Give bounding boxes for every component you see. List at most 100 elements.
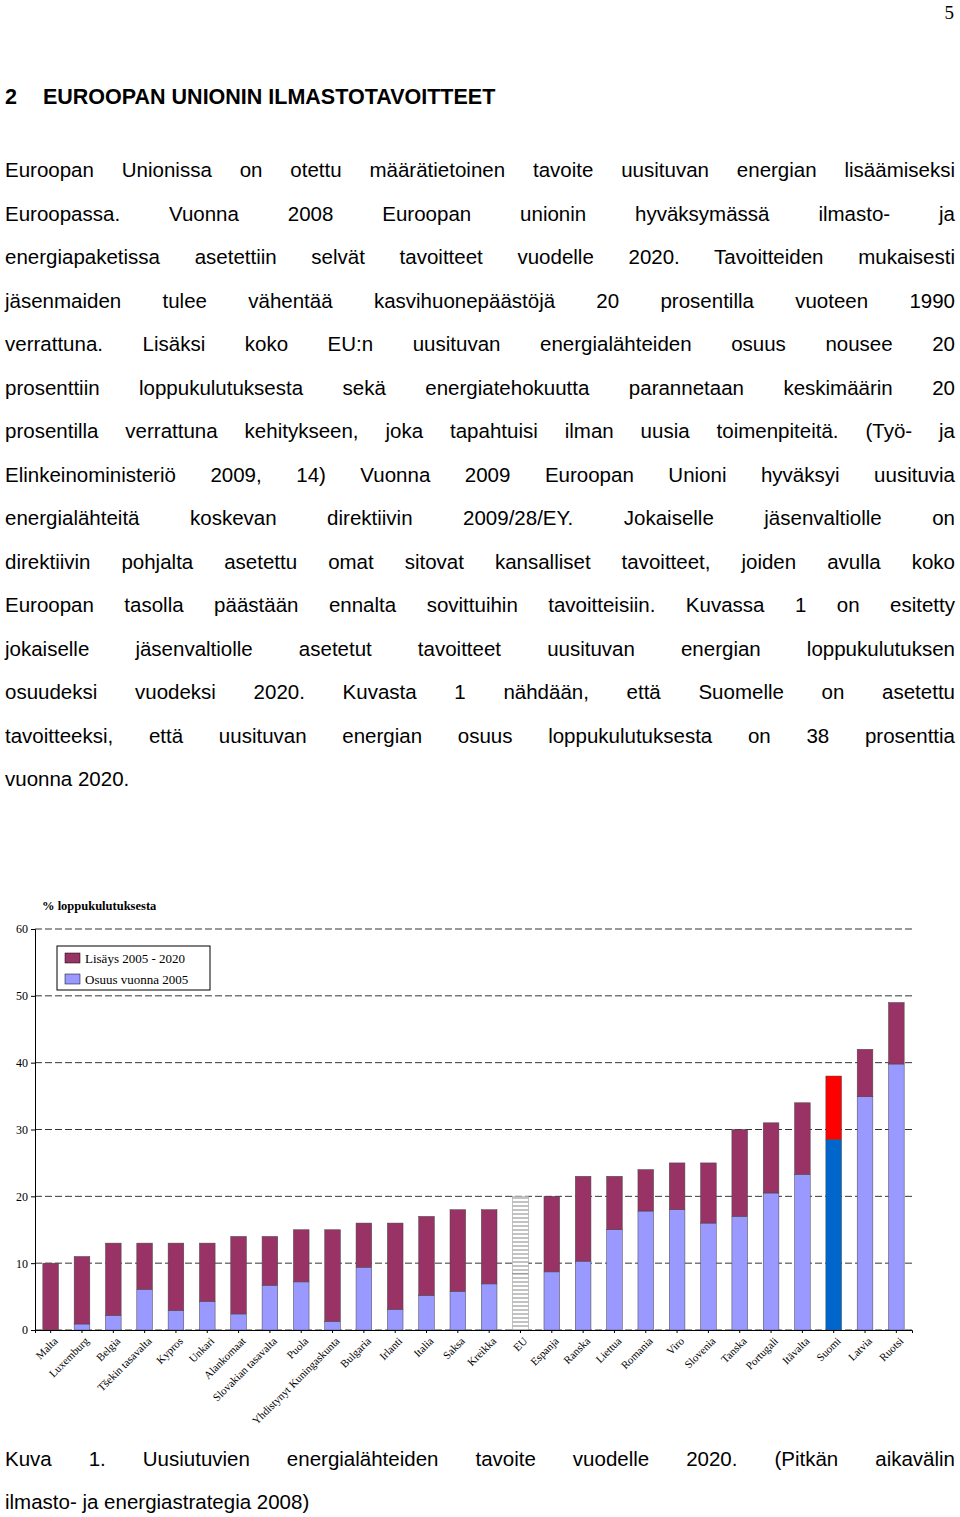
x-tick: Tanska xyxy=(718,1330,748,1365)
x-tick-label: Itävalta xyxy=(780,1335,812,1367)
x-tick-mark xyxy=(395,1330,396,1333)
x-tick: Saksa xyxy=(440,1330,467,1361)
paragraph-line: jokaiselle jäsenvaltiolle asetetut tavoi… xyxy=(5,636,955,662)
bar-segment xyxy=(356,1267,372,1330)
legend-box xyxy=(57,946,210,990)
bar-segment xyxy=(669,1210,685,1330)
y-tick-label: 30 xyxy=(16,1123,28,1137)
x-tick-mark xyxy=(238,1330,239,1333)
x-tick: Yhdistynyt Kuningaskunta xyxy=(250,1330,342,1427)
x-tick-mark xyxy=(802,1330,803,1333)
heading-number: 2 xyxy=(5,85,17,109)
x-tick: Puola xyxy=(284,1330,310,1361)
x-tick-label: Saksa xyxy=(440,1335,467,1362)
bar-segment xyxy=(199,1301,215,1330)
bar-segment xyxy=(450,1291,466,1330)
x-tick-mark xyxy=(363,1330,364,1333)
x-tick-mark xyxy=(426,1330,427,1333)
x-tick: Portugali xyxy=(743,1330,780,1372)
x-tick-label: Kypros xyxy=(154,1335,185,1366)
y-tick-mark xyxy=(31,1330,35,1331)
x-axis-line xyxy=(36,1331,913,1334)
bar-segment xyxy=(763,1123,779,1193)
bar-segment xyxy=(231,1236,247,1314)
bar-segment xyxy=(481,1210,497,1284)
y-axis-title: % loppukulutuksesta xyxy=(42,899,157,913)
bar-segment xyxy=(638,1170,654,1211)
x-tick-mark xyxy=(583,1330,584,1333)
bar-segment xyxy=(74,1324,90,1330)
x-tick: Kypros xyxy=(154,1330,185,1366)
bar-segment xyxy=(231,1314,247,1330)
bar-segment xyxy=(387,1223,403,1309)
y-tick-label: 40 xyxy=(16,1056,28,1070)
bar-segment xyxy=(137,1243,153,1289)
y-tick: 0 xyxy=(22,1323,35,1337)
bar-segment xyxy=(293,1282,309,1330)
x-tick-mark xyxy=(144,1330,145,1333)
bar-segment xyxy=(669,1163,685,1210)
legend-label: Lisäys 2005 - 2020 xyxy=(85,951,185,966)
grid-line xyxy=(35,1263,912,1264)
legend-label: Osuus vuonna 2005 xyxy=(85,972,188,987)
y-tick: 50 xyxy=(16,989,35,1003)
grid xyxy=(35,929,912,1330)
y-tick: 20 xyxy=(16,1190,35,1204)
y-tick-label: 20 xyxy=(16,1190,28,1204)
grid-line xyxy=(35,929,912,930)
x-tick-label: Espanja xyxy=(528,1335,561,1368)
heading: 2EUROOPAN UNIONIN ILMASTOTAVOITTEET xyxy=(5,85,495,110)
legend-swatch xyxy=(65,953,80,963)
x-tick-label: Romania xyxy=(618,1335,655,1372)
x-tick: Suomi xyxy=(814,1330,843,1363)
x-tick-label: Irlanti xyxy=(377,1335,404,1362)
grid-line xyxy=(35,1129,912,1130)
x-tick: EU xyxy=(511,1330,530,1354)
bar-segment xyxy=(826,1140,842,1330)
x-tick-mark xyxy=(269,1330,270,1333)
y-tick-mark xyxy=(31,929,35,930)
x-tick-label: Slovakian tasavalta xyxy=(210,1335,279,1404)
x-tick-mark xyxy=(739,1330,740,1333)
paragraph-line: energiapaketissa asetettiin selvät tavoi… xyxy=(5,244,955,270)
bar-segment xyxy=(544,1272,560,1330)
x-tick-label: Ruotsi xyxy=(877,1335,906,1364)
x-tick: Liettua xyxy=(593,1330,624,1365)
y-tick-mark xyxy=(31,1130,35,1131)
paragraph-line: tavoitteeksi, että uusituvan energian os… xyxy=(5,723,955,749)
paragraph-line: prosentilla verrattuna kehitykseen, joka… xyxy=(5,418,955,444)
paragraph-line: Elinkeinoministeriö 2009, 14) Vuonna 200… xyxy=(5,462,955,488)
paragraph-line: direktiivin pohjalta asetettu omat sitov… xyxy=(5,549,955,575)
bar-segment xyxy=(889,1064,905,1330)
bar-segment xyxy=(638,1211,654,1330)
bar-segment xyxy=(857,1097,873,1330)
x-tick: Malta xyxy=(33,1330,60,1361)
bar-segment xyxy=(325,1321,341,1330)
x-tick: Itävalta xyxy=(780,1330,812,1366)
x-tick-label: Unkari xyxy=(186,1335,216,1365)
paragraph-line: verrattuna. Lisäksi koko EU:n uusituvan … xyxy=(5,331,955,357)
paragraph-line: Euroopan tasolla päästään ennalta sovitt… xyxy=(5,592,955,618)
bar-segment xyxy=(262,1285,278,1330)
bar-segment xyxy=(607,1230,623,1330)
grid-line xyxy=(35,1196,912,1197)
bar-segment xyxy=(763,1193,779,1330)
legend-entry: Osuus vuonna 2005 xyxy=(65,972,188,987)
x-tick: Espanja xyxy=(528,1330,561,1368)
x-tick-mark xyxy=(865,1330,866,1333)
x-tick-mark xyxy=(301,1330,302,1333)
x-tick-label: Suomi xyxy=(814,1335,843,1364)
x-tick: Slovakian tasavalta xyxy=(210,1330,279,1403)
bar-segment xyxy=(732,1130,748,1217)
y-tick: 10 xyxy=(16,1257,35,1271)
bar-segment xyxy=(795,1103,811,1175)
y-tick: 30 xyxy=(16,1123,35,1137)
y-tick-label: 10 xyxy=(16,1257,28,1271)
x-tick: Unkari xyxy=(186,1330,216,1365)
bar-segment xyxy=(419,1295,435,1330)
x-tick-mark xyxy=(708,1330,709,1333)
bars xyxy=(43,1003,904,1330)
y-tick-label: 60 xyxy=(16,922,28,936)
x-tick-label: Yhdistynyt Kuningaskunta xyxy=(250,1335,342,1427)
x-tick-label: Portugali xyxy=(743,1335,780,1372)
